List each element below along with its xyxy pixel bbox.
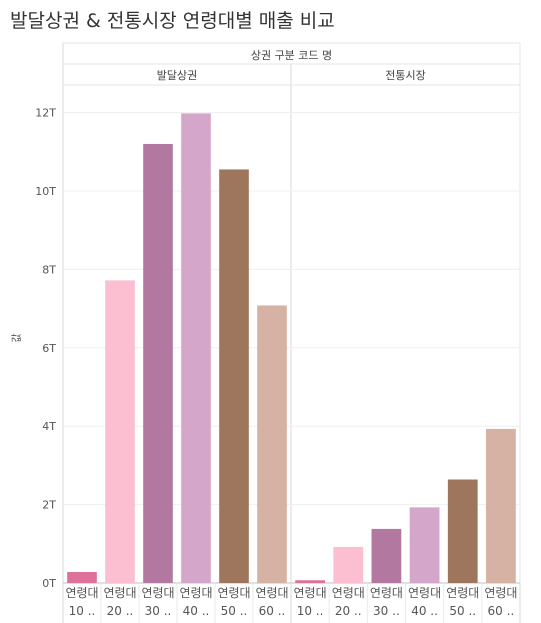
x-tick-label: 연령대 — [65, 586, 98, 600]
x-tick-label: 10 .. — [69, 604, 96, 618]
x-tick-label: 30 .. — [373, 604, 400, 618]
x-tick-label: 연령대 — [103, 586, 136, 600]
x-tick-label: 연령대 — [332, 586, 365, 600]
bar-1-3 — [143, 143, 173, 583]
panel-label-1: 발달상권 — [157, 69, 197, 82]
bar-2-4 — [409, 507, 440, 583]
bar-2-3 — [371, 528, 402, 583]
x-tick-label: 50 .. — [221, 604, 248, 618]
x-tick-label: 연령대 — [217, 586, 250, 600]
x-tick-label: 40 .. — [183, 604, 210, 618]
x-tick-label: 20 .. — [107, 604, 134, 618]
x-tick-label: 연령대 — [255, 586, 288, 600]
bar-1-2 — [105, 280, 135, 583]
x-tick-label: 연령대 — [179, 586, 212, 600]
bar-1-1 — [67, 572, 97, 583]
x-tick-label: 연령대 — [408, 586, 441, 600]
x-tick-label: 연령대 — [484, 586, 517, 600]
x-tick-label: 20 .. — [335, 604, 362, 618]
y-tick-label: 6T — [42, 342, 56, 355]
x-tick-label: 연령대 — [294, 586, 327, 600]
x-tick-label: 30 .. — [145, 604, 172, 618]
y-tick-label: 0T — [42, 577, 56, 590]
x-tick-label: 연령대 — [446, 586, 479, 600]
bar-2-5 — [447, 479, 478, 583]
bar-1-4 — [181, 113, 211, 583]
y-tick-label: 10T — [35, 185, 56, 198]
y-tick-label: 8T — [42, 263, 56, 276]
panel-label-2: 전통시장 — [385, 69, 425, 82]
x-tick-label: 연령대 — [370, 586, 403, 600]
y-tick-label: 12T — [35, 107, 56, 120]
bar-1-6 — [257, 305, 287, 583]
y-tick-label: 2T — [42, 499, 56, 512]
column-header-title: 상권 구분 코드 명 — [251, 49, 332, 62]
chart-title: 발달상권 & 전통시장 연령대별 매출 비교 — [10, 10, 335, 32]
y-axis-label: 값 — [11, 333, 23, 342]
x-tick-label: 60 .. — [259, 604, 286, 618]
x-tick-label: 연령대 — [141, 586, 174, 600]
bar-2-2 — [333, 546, 364, 583]
x-tick-label: 60 .. — [488, 604, 515, 618]
x-tick-label: 10 .. — [297, 604, 324, 618]
bar-2-6 — [486, 428, 516, 583]
y-tick-label: 4T — [42, 420, 56, 433]
bar-1-5 — [219, 169, 249, 583]
x-tick-label: 50 .. — [449, 604, 476, 618]
x-tick-label: 40 .. — [411, 604, 438, 618]
bar-2-1 — [295, 580, 325, 583]
